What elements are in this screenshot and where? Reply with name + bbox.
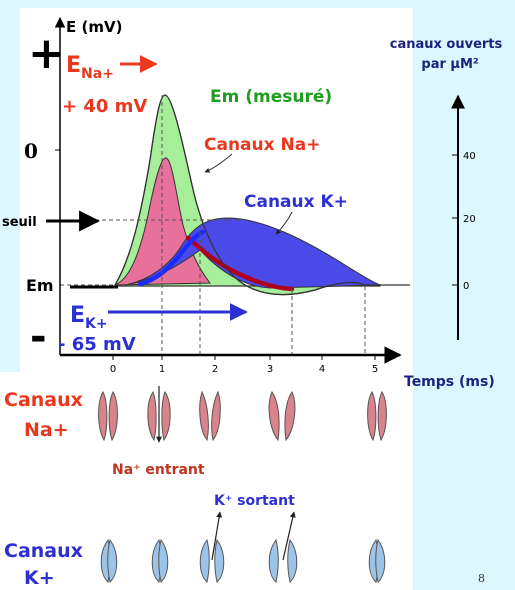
em-mesure-label: Em (mesuré) <box>210 87 332 107</box>
plus-sign: + <box>28 28 65 79</box>
na-channel-open-1 <box>147 390 171 442</box>
time-axis-ticks <box>112 355 376 360</box>
canaux-k-pointer <box>275 211 293 235</box>
k-sortant-arrow-1 <box>211 511 223 561</box>
na-channel-inactivated-2 <box>199 390 221 442</box>
slide-number: 8 <box>478 572 485 585</box>
time-tick-5: 5 <box>372 364 378 375</box>
time-tick-labels: 0 1 2 3 4 5 <box>110 364 378 375</box>
em-curve-line <box>114 94 410 296</box>
k-rise-line <box>137 229 206 287</box>
k-channel-closed-5 <box>368 538 386 583</box>
time-axis-title: Temps (ms) <box>404 374 495 390</box>
canaux-na-label: Canaux Na+ <box>204 135 320 155</box>
right-axis-title-2: par µM² <box>421 57 478 72</box>
em-resting-label: Em <box>26 276 54 295</box>
right-tick-20: 20 <box>463 214 476 225</box>
graph-panel <box>20 8 413 380</box>
seuil-label: seuil <box>2 215 37 230</box>
time-tick-3: 3 <box>267 364 273 375</box>
e-na-label: ENa+ <box>66 53 114 82</box>
canaux-na-pointer <box>204 153 233 173</box>
time-tick-2: 2 <box>212 364 218 375</box>
na-decay-line <box>185 235 295 292</box>
na-channel-closed-5 <box>367 390 387 442</box>
na-channel-inactivated-3 <box>268 390 296 442</box>
canaux-k-label: Canaux K+ <box>244 192 348 212</box>
plus-40-label: + 40 mV <box>62 96 147 117</box>
k-row-label-2: K+ <box>24 567 55 589</box>
k-channel-closed-0 <box>100 538 118 583</box>
time-tick-0: 0 <box>110 364 116 375</box>
right-axis-title-1: canaux ouverts <box>390 37 503 52</box>
na-row-label-1: Canaux <box>4 389 83 411</box>
na-entrant-label: Na⁺ entrant <box>112 462 205 478</box>
na-channel-closed-0 <box>98 390 118 442</box>
k-channel-open-3 <box>268 538 298 583</box>
right-tick-0: 0 <box>463 281 469 292</box>
right-axis-ticks <box>452 154 458 286</box>
minus-sign: - <box>30 314 47 360</box>
k-sortant-arrow-2 <box>282 511 296 561</box>
time-tick-4: 4 <box>319 364 325 375</box>
zero-label: 0 <box>24 139 38 163</box>
k-channel-closed-1 <box>151 538 169 583</box>
left-axis-title: E (mV) <box>66 18 122 36</box>
k-sortant-label: K⁺ sortant <box>214 493 295 509</box>
k-channel-open-2 <box>199 538 225 583</box>
right-tick-40: 40 <box>463 151 476 162</box>
na-row-label-2: Na+ <box>24 419 69 441</box>
k-row-label-1: Canaux <box>4 540 83 562</box>
minus-65-label: - 65 mV <box>58 334 136 355</box>
e-k-label: EK+ <box>70 303 108 332</box>
time-tick-1: 1 <box>159 364 165 375</box>
